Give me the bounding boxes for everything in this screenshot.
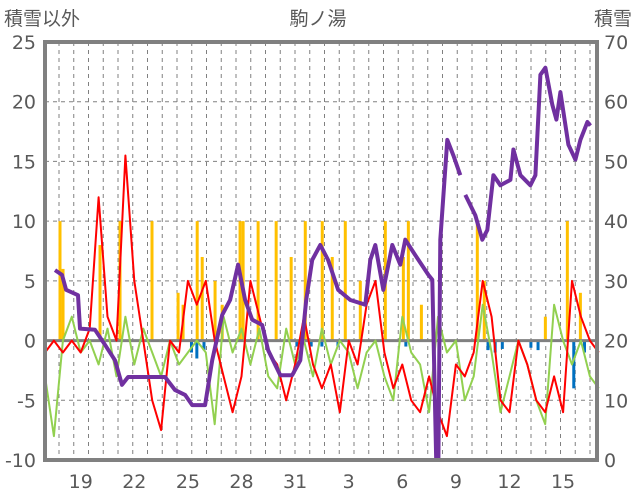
gridlines bbox=[45, 42, 597, 460]
left-tick-label: 10 bbox=[12, 211, 36, 233]
red-line bbox=[44, 154, 600, 438]
green-line bbox=[44, 303, 600, 438]
negative-bar bbox=[404, 340, 408, 347]
precip-bar bbox=[358, 280, 362, 341]
right-tick-label: 40 bbox=[604, 211, 628, 233]
x-tick-label: 3 bbox=[343, 471, 355, 493]
right-axis-title: 積雪 bbox=[594, 8, 632, 30]
precip-bar bbox=[543, 316, 547, 341]
right-tick-label: 20 bbox=[604, 331, 628, 353]
precip-bar bbox=[419, 304, 423, 341]
x-tick-label: 25 bbox=[176, 471, 200, 493]
precip-bar bbox=[58, 221, 62, 341]
x-tick-label: 31 bbox=[283, 471, 307, 493]
precip-bar bbox=[256, 221, 260, 341]
x-tick-label: 6 bbox=[396, 471, 408, 493]
precip-bar bbox=[195, 221, 199, 341]
data-marks bbox=[44, 65, 600, 462]
negative-bar bbox=[536, 340, 540, 351]
right-tick-label: 30 bbox=[604, 271, 628, 293]
left-tick-label: -10 bbox=[5, 450, 36, 472]
precip-bar bbox=[200, 256, 204, 341]
negative-bar bbox=[320, 340, 324, 347]
precip-bar bbox=[406, 221, 410, 341]
left-tick-label: 15 bbox=[12, 151, 36, 173]
precip-bar bbox=[150, 221, 154, 341]
precip-bar bbox=[289, 256, 293, 341]
left-tick-label: 5 bbox=[24, 271, 36, 293]
precip-bar bbox=[330, 256, 334, 341]
x-tick-label: 22 bbox=[122, 471, 146, 493]
negative-bar bbox=[582, 340, 586, 353]
negative-bar bbox=[309, 340, 313, 347]
right-tick-label: 50 bbox=[604, 151, 628, 173]
right-tick-label: 70 bbox=[604, 32, 628, 54]
right-tick-label: 60 bbox=[604, 92, 628, 114]
precip-bar bbox=[213, 280, 217, 341]
precip-bar bbox=[475, 221, 479, 341]
negative-bar bbox=[500, 340, 504, 349]
precip-bar bbox=[98, 245, 102, 341]
x-tick-label: 19 bbox=[69, 471, 93, 493]
right-tick-label: 10 bbox=[604, 390, 628, 412]
negative-bar bbox=[195, 340, 199, 359]
negative-bar bbox=[572, 340, 576, 389]
negative-bar bbox=[529, 340, 533, 348]
precip-bar bbox=[303, 221, 307, 341]
precip-bar bbox=[320, 221, 324, 341]
precip-bar bbox=[565, 221, 569, 341]
x-tick-label: 12 bbox=[497, 471, 521, 493]
precip-bar bbox=[61, 268, 65, 341]
left-tick-label: -5 bbox=[17, 390, 36, 412]
negative-bar bbox=[486, 340, 490, 351]
left-axis-title: 積雪以外 bbox=[4, 8, 80, 30]
precip-bar bbox=[401, 256, 405, 341]
plot-frame bbox=[43, 40, 599, 462]
negative-bar bbox=[295, 340, 299, 347]
snow-depth-line bbox=[53, 65, 592, 462]
precip-bar bbox=[176, 292, 180, 341]
x-tick-label: 28 bbox=[229, 471, 253, 493]
left-tick-label: 0 bbox=[24, 331, 36, 353]
chart-title: 駒ノ湯 bbox=[289, 8, 346, 30]
negative-bar bbox=[202, 340, 206, 351]
left-tick-label: 25 bbox=[12, 32, 36, 54]
left-tick-label: 20 bbox=[12, 92, 36, 114]
precip-bar bbox=[274, 221, 278, 341]
x-tick-label: 9 bbox=[450, 471, 462, 493]
precip-bar bbox=[343, 221, 347, 341]
right-tick-label: 0 bbox=[604, 450, 616, 472]
x-tick-label: 15 bbox=[551, 471, 575, 493]
